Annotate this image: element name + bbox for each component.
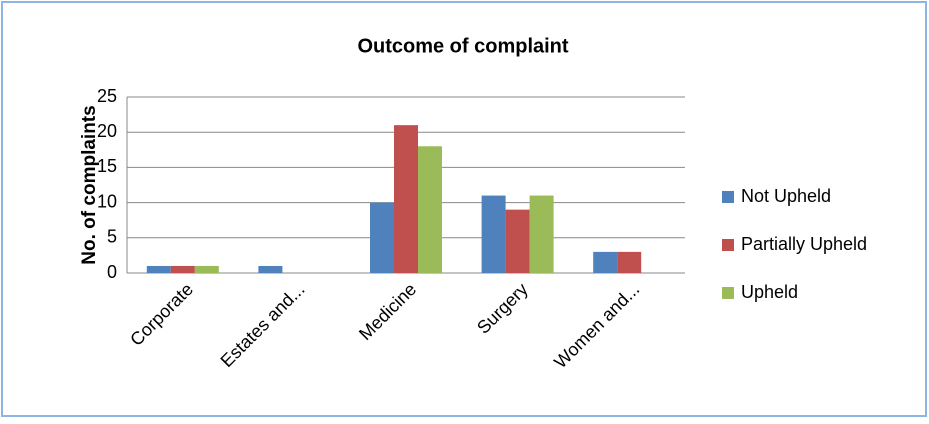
- bar: [394, 125, 418, 273]
- bar: [481, 195, 506, 273]
- bar: [146, 265, 171, 273]
- legend-swatch: [722, 239, 734, 251]
- chart-title: Outcome of complaint: [357, 35, 568, 57]
- bar: [418, 146, 442, 273]
- legend-label: Not Upheld: [741, 186, 831, 206]
- bar: [617, 251, 642, 273]
- bar: [593, 251, 618, 273]
- legend-swatch: [722, 287, 734, 299]
- bar: [258, 265, 283, 273]
- y-tick-label: 20: [97, 121, 117, 141]
- y-tick-label: 15: [97, 156, 117, 176]
- y-axis-label: No. of complaints: [79, 105, 100, 264]
- bar: [529, 195, 554, 273]
- legend-swatch: [722, 191, 734, 203]
- y-tick-label: 5: [107, 227, 117, 247]
- y-tick-label: 0: [107, 262, 117, 282]
- bar: [194, 265, 219, 273]
- legend-label: Upheld: [741, 282, 798, 302]
- legend-label: Partially Upheld: [741, 234, 867, 254]
- bar: [505, 209, 530, 273]
- y-tick-label: 25: [97, 86, 117, 106]
- bar: [370, 202, 394, 273]
- bar: [170, 265, 195, 273]
- chart-border: [1, 1, 927, 417]
- y-tick-label: 10: [97, 191, 117, 211]
